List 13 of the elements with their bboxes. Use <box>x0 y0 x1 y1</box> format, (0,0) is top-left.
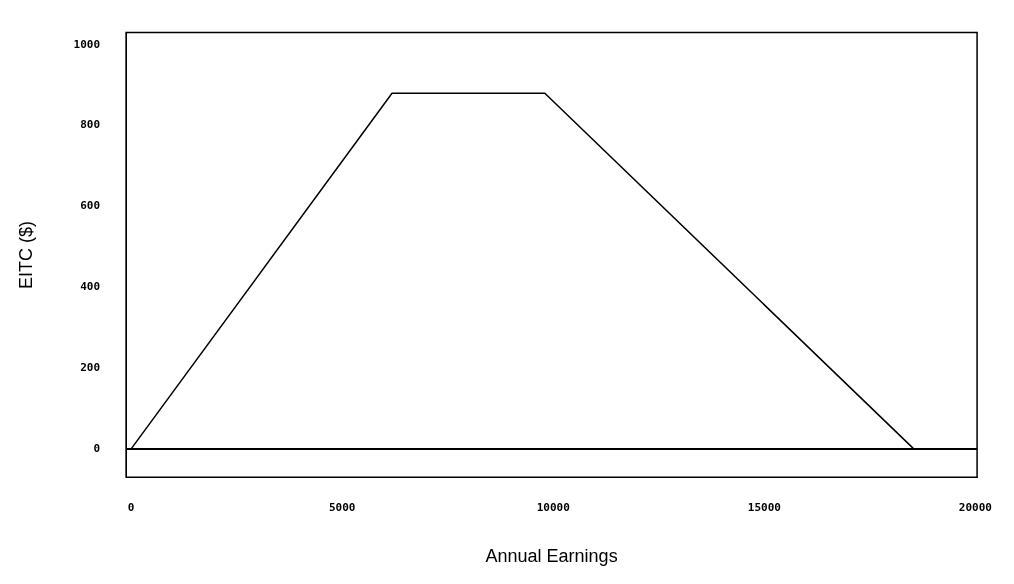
y-tick-label: 400 <box>80 280 101 294</box>
x-tick-label: 5000 <box>328 500 356 514</box>
x-tick-label: 0 <box>127 500 135 514</box>
x-tick-label: 20000 <box>958 500 992 514</box>
x-tick-label: 10000 <box>536 500 570 514</box>
y-tick-label: 600 <box>80 199 101 213</box>
y-tick-label: 800 <box>80 118 101 132</box>
y-axis-title: EITC ($) <box>15 220 36 289</box>
x-axis-title: Annual Earnings <box>485 546 618 567</box>
y-tick-label: 0 <box>93 441 101 455</box>
y-tick-label: 200 <box>80 360 101 374</box>
x-tick-label: 15000 <box>747 500 781 514</box>
y-tick-label: 1000 <box>73 37 101 51</box>
